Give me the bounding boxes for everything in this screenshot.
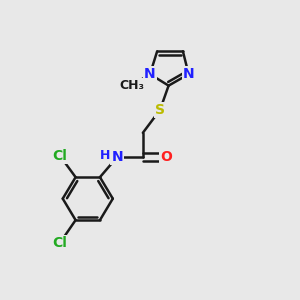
Text: N: N <box>144 67 156 81</box>
Text: N: N <box>111 150 123 164</box>
Text: N: N <box>183 67 194 81</box>
Text: O: O <box>160 150 172 164</box>
Text: H: H <box>100 149 110 162</box>
Text: S: S <box>155 103 165 117</box>
Text: Cl: Cl <box>52 149 67 163</box>
Text: Cl: Cl <box>52 236 67 250</box>
Text: CH₃: CH₃ <box>119 79 144 92</box>
